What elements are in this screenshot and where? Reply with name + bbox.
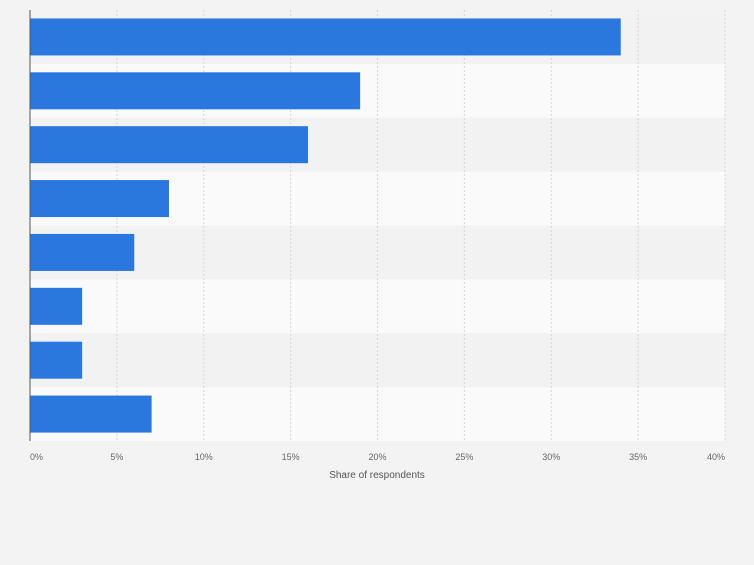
x-tick-label: 5% xyxy=(110,452,123,462)
x-axis-tick-labels: 0% 5% 10% 15% 20% 25% 30% 35% 40% xyxy=(30,452,725,462)
x-tick-label: 35% xyxy=(629,452,647,462)
bars xyxy=(30,18,621,433)
x-tick-label: 0% xyxy=(30,452,43,462)
x-tick-label: 40% xyxy=(707,452,725,462)
bar[interactable] xyxy=(30,72,361,110)
bar[interactable] xyxy=(30,18,621,56)
bar[interactable] xyxy=(30,287,83,325)
x-tick-label: 20% xyxy=(368,452,386,462)
bar[interactable] xyxy=(30,395,152,433)
bar[interactable] xyxy=(30,126,308,164)
bar[interactable] xyxy=(30,180,169,218)
bar[interactable] xyxy=(30,341,83,379)
x-tick-label: 15% xyxy=(282,452,300,462)
bar[interactable] xyxy=(30,233,135,271)
x-tick-label: 30% xyxy=(542,452,560,462)
x-tick-label: 25% xyxy=(455,452,473,462)
x-axis-label: Share of respondents xyxy=(329,470,425,481)
x-tick-label: 10% xyxy=(195,452,213,462)
